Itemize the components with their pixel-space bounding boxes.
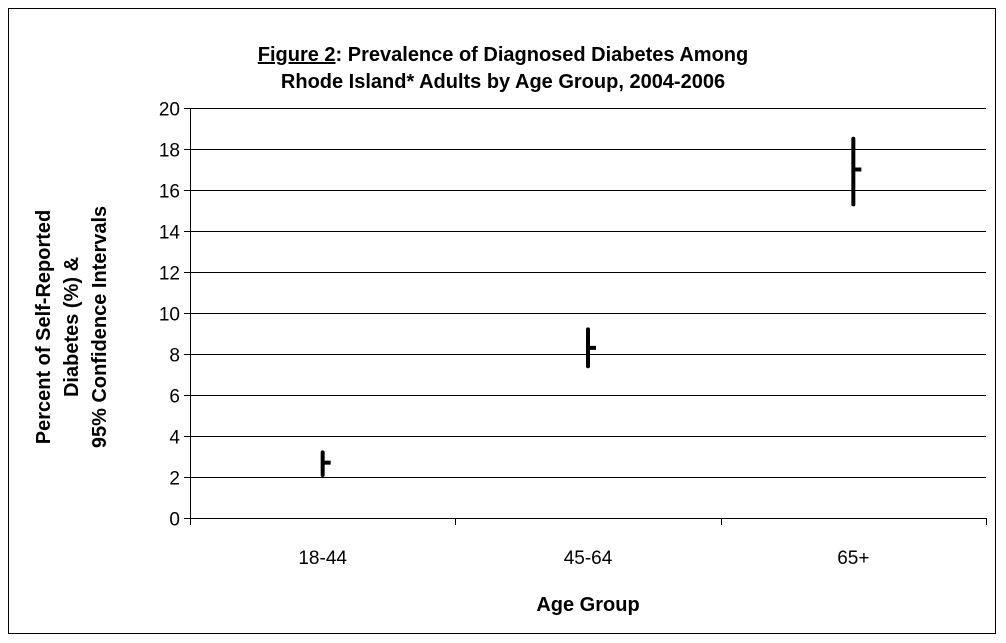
- y-tick-label-3: 6: [169, 387, 180, 408]
- y-tick-label-1: 2: [169, 469, 180, 490]
- x-tick-label-1: 45-64: [564, 548, 613, 569]
- x-tick-label-2: 65+: [837, 548, 869, 569]
- y-tick-label-4: 8: [169, 346, 180, 367]
- title-line-2: Rhode Island* Adults by Age Group, 2004-…: [280, 71, 726, 93]
- x-axis-label: Age Group: [536, 594, 640, 616]
- x-tick-label-0: 18-44: [298, 548, 347, 569]
- y-tick-label-10: 20: [159, 100, 180, 121]
- figure-label: Figure 2: [257, 44, 336, 66]
- title-line-1: : Prevalence of Diagnosed Diabetes Among: [335, 44, 749, 66]
- y-tick-label-6: 12: [159, 264, 180, 285]
- y-tick-label-2: 4: [169, 428, 180, 449]
- y-tick-label-0: 0: [169, 510, 180, 531]
- y-tick-label-5: 10: [159, 305, 180, 326]
- y-tick-label-7: 14: [159, 223, 181, 244]
- chart-frame: [8, 8, 996, 634]
- y-tick-label-8: 16: [159, 182, 180, 203]
- y-tick-label-9: 18: [159, 141, 180, 162]
- chart-title: Figure 2: Prevalence of Diagnosed Diabet…: [0, 42, 1006, 96]
